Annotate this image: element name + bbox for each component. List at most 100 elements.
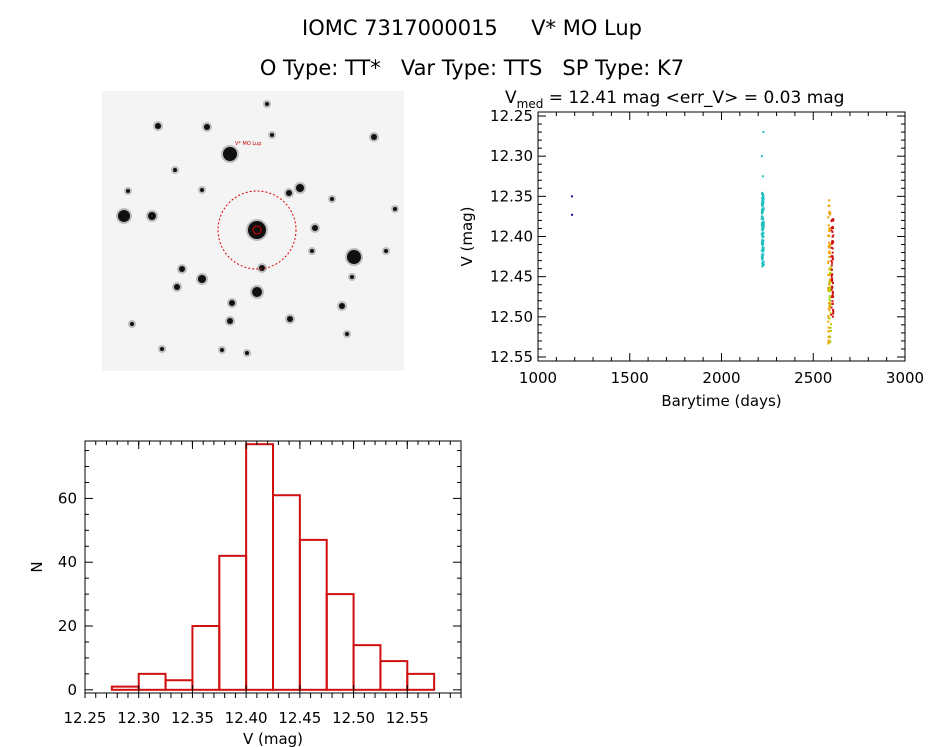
star [148, 212, 156, 220]
data-point [762, 200, 765, 203]
data-point [828, 243, 831, 246]
star [287, 316, 293, 322]
hist-y-tick-label: 40 [58, 553, 77, 571]
y-tick-label: 12.40 [490, 228, 533, 246]
data-point [760, 155, 763, 158]
data-point [831, 227, 834, 230]
data-point [831, 292, 834, 295]
data-point [761, 254, 764, 257]
data-point [762, 242, 765, 245]
data-point [760, 256, 763, 259]
star [204, 124, 210, 130]
data-point [830, 229, 833, 232]
data-point [831, 218, 834, 221]
data-point [761, 216, 764, 219]
data-point [761, 235, 764, 238]
data-point [761, 255, 764, 258]
hist-bar [164, 679, 194, 691]
data-point [828, 234, 831, 237]
hist-y-tick-label: 60 [58, 489, 77, 507]
target-marker [252, 225, 262, 235]
data-point [829, 336, 832, 339]
y-tick-label: 12.35 [490, 187, 533, 205]
data-point [762, 232, 765, 235]
y-tick-label: 12.45 [490, 268, 533, 286]
data-point [830, 287, 833, 290]
data-point [760, 202, 763, 205]
data-point [761, 204, 764, 207]
data-point [828, 295, 831, 298]
data-point [830, 306, 833, 309]
hist-x-tick-label: 12.40 [225, 709, 268, 727]
data-point [761, 240, 764, 243]
data-point [830, 273, 833, 276]
data-point [762, 225, 765, 228]
hist-x-tick-label: 12.55 [386, 709, 429, 727]
data-point [828, 278, 831, 281]
star [252, 287, 262, 297]
data-point [761, 208, 764, 211]
data-point [831, 240, 834, 243]
data-point [760, 224, 763, 227]
data-point [830, 219, 833, 222]
data-point [761, 209, 764, 212]
star [384, 249, 388, 253]
data-point [761, 217, 764, 220]
data-point [829, 323, 832, 326]
data-point [762, 224, 765, 227]
data-point [831, 279, 834, 282]
data-point [828, 210, 831, 213]
hist-y-tick-label: 20 [58, 617, 77, 635]
data-point [828, 227, 831, 230]
data-point [831, 273, 834, 276]
data-point [762, 209, 765, 212]
data-point [827, 245, 830, 248]
data-point [827, 216, 830, 219]
data-point [761, 261, 764, 264]
data-point [830, 288, 833, 291]
star [126, 189, 130, 193]
data-point [762, 197, 765, 200]
star [198, 275, 206, 283]
data-point [828, 296, 831, 299]
data-point [761, 203, 764, 206]
data-point [762, 222, 765, 225]
data-point [832, 312, 835, 315]
hist-y-axis-label: N [28, 561, 46, 572]
data-point [831, 241, 834, 244]
data-point [827, 341, 830, 344]
data-point [829, 266, 832, 269]
data-point [831, 226, 834, 229]
data-point [762, 224, 765, 227]
data-point [831, 219, 834, 222]
data-point [760, 222, 763, 225]
star [345, 332, 349, 336]
data-point [828, 330, 831, 333]
data-point [828, 251, 831, 254]
star [179, 266, 185, 272]
data-point [827, 315, 830, 318]
finder-chart-image: V* MO Lup [102, 91, 404, 371]
x-tick-label: 1500 [611, 369, 649, 387]
y-tick-label: 12.55 [490, 348, 533, 366]
data-point [762, 224, 765, 227]
hist-bar [191, 625, 221, 691]
data-point [761, 209, 764, 212]
y-tick-label: 12.30 [490, 147, 533, 165]
data-point [570, 195, 573, 198]
data-point [828, 283, 831, 286]
star [265, 102, 269, 106]
data-point [827, 288, 830, 291]
data-point [761, 226, 764, 229]
hist-bar [298, 538, 328, 691]
object-types: O Type: TT* Var Type: TTS SP Type: K7 [259, 56, 685, 80]
data-point [762, 262, 765, 265]
star [312, 225, 318, 231]
data-point [830, 226, 833, 229]
data-point [761, 228, 764, 231]
data-point [831, 255, 834, 258]
data-point [762, 260, 765, 263]
star [245, 351, 249, 355]
data-point [831, 241, 834, 244]
data-point [828, 272, 831, 275]
